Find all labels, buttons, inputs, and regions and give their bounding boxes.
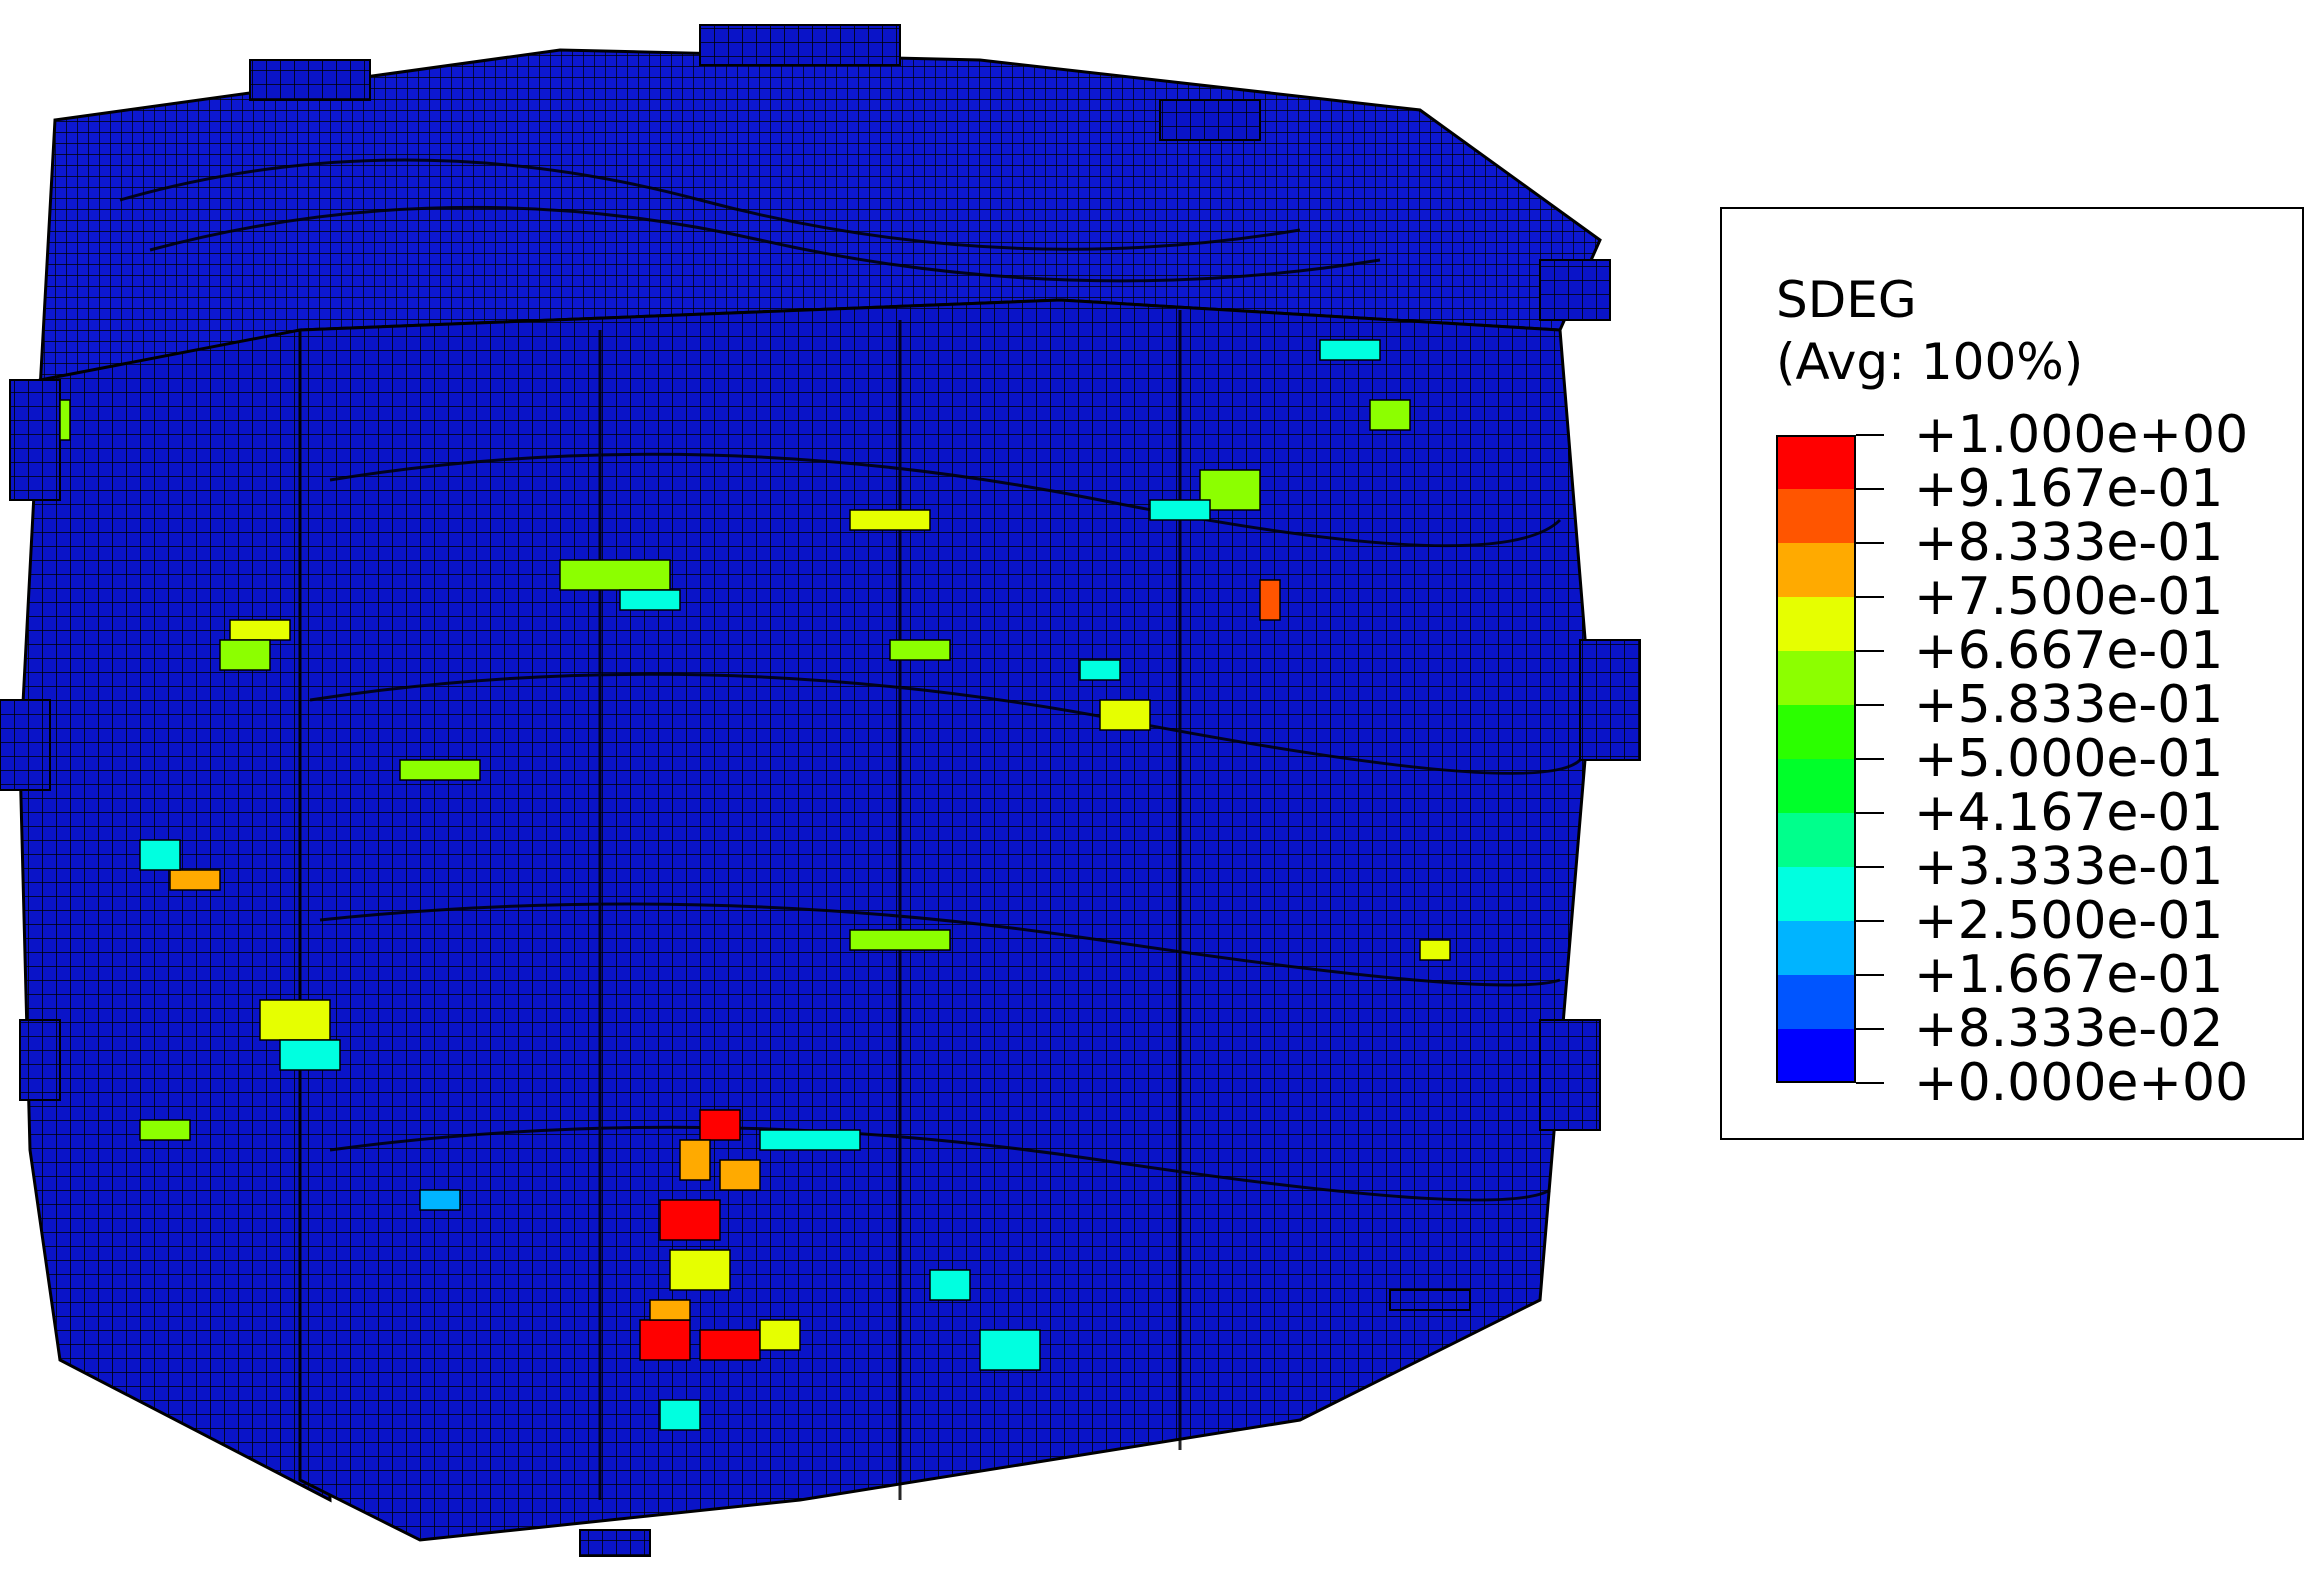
legend-swatch: [1776, 705, 1856, 759]
legend-tick-label: +0.000e+00: [1914, 1053, 2249, 1113]
legend-tick: [1856, 920, 1884, 922]
legend-tick: [1856, 758, 1884, 760]
legend-tick: [1856, 866, 1884, 868]
legend-tick-label: +3.333e-01: [1914, 837, 2224, 897]
legend-tick-label: +5.000e-01: [1914, 729, 2224, 789]
legend-tick: [1856, 1082, 1884, 1084]
damage-hotspots: [59, 339, 1451, 1431]
legend-tick-label: +4.167e-01: [1914, 783, 2224, 843]
legend-tick: [1856, 488, 1884, 490]
legend-title: SDEG: [1776, 271, 1917, 329]
legend-swatch: [1776, 921, 1856, 975]
legend-tick: [1856, 704, 1884, 706]
mesh-fragments: [0, 24, 1641, 1557]
legend-tick-label: +2.500e-01: [1914, 891, 2224, 951]
legend-tick: [1856, 434, 1884, 436]
legend-swatch: [1776, 597, 1856, 651]
legend-swatch: [1776, 759, 1856, 813]
legend-swatch: [1776, 435, 1856, 489]
legend-swatch: [1776, 1029, 1856, 1083]
legend-tick-label: +9.167e-01: [1914, 459, 2224, 519]
legend-tick-label: +1.000e+00: [1914, 405, 2249, 465]
legend-tick-label: +8.333e-01: [1914, 513, 2224, 573]
legend-tick: [1856, 542, 1884, 544]
legend-swatch: [1776, 543, 1856, 597]
left-face: [18, 328, 332, 1503]
legend-swatch: [1776, 489, 1856, 543]
legend-swatch: [1776, 813, 1856, 867]
legend-tick-label: +5.833e-01: [1914, 675, 2224, 735]
legend-swatch: [1776, 975, 1856, 1029]
legend-tick-label: +6.667e-01: [1914, 621, 2224, 681]
legend-tick: [1856, 974, 1884, 976]
legend-tick: [1856, 812, 1884, 814]
legend-swatch: [1776, 867, 1856, 921]
legend-tick: [1856, 650, 1884, 652]
legend-swatch: [1776, 651, 1856, 705]
legend-tick: [1856, 596, 1884, 598]
legend-tick: [1856, 1028, 1884, 1030]
legend-subtitle: (Avg: 100%): [1776, 333, 2084, 391]
legend-tick-label: +1.667e-01: [1914, 945, 2224, 1005]
legend: SDEG (Avg: 100%) +1.000e+00 +9.167e-01 +8.…: [1720, 207, 2304, 1140]
legend-tick-label: +8.333e-02: [1914, 999, 2224, 1059]
legend-tick-label: +7.500e-01: [1914, 567, 2224, 627]
